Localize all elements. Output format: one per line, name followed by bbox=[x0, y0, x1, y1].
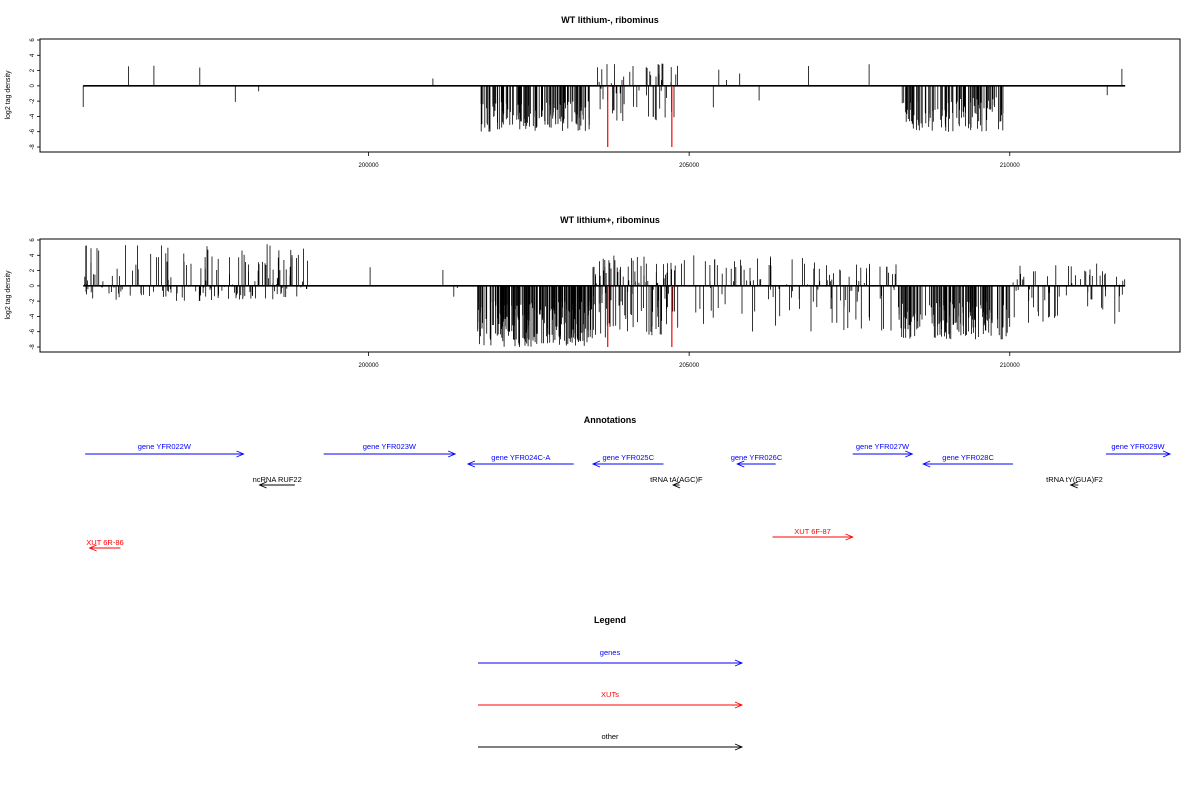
annotation-arrow-head bbox=[1162, 450, 1172, 458]
panel2-y-axis: 6 4 2 0 -2 -4 -6 -8 bbox=[30, 238, 40, 350]
annotation-label: gene YFR024C-A bbox=[491, 453, 550, 462]
x-tick-label: 205000 bbox=[679, 163, 700, 169]
panel2-y-axis-label: log2 tag density bbox=[5, 270, 12, 320]
y-tick-label: 0 bbox=[30, 84, 36, 88]
annotation-arrow-head bbox=[845, 533, 854, 541]
annotation-label: ncRNA RUF22 bbox=[253, 475, 302, 484]
x-tick-label: 210000 bbox=[1000, 363, 1021, 369]
x-tick-label: 210000 bbox=[1000, 163, 1021, 169]
panel-lithium-plus: WT lithium+, ribominus log2 tag density … bbox=[5, 215, 1181, 369]
annotation-label: gene YFR029W bbox=[1111, 442, 1165, 451]
annotation-arrow-head bbox=[466, 460, 476, 468]
annotation-feature: tRNA tY(GUA)F2 bbox=[1046, 475, 1103, 489]
panel1-x-axis: 200000 205000 210000 bbox=[359, 152, 1021, 169]
legend-label: other bbox=[601, 732, 619, 741]
panel1-title: WT lithium-, ribominus bbox=[561, 15, 659, 25]
legend-label: genes bbox=[600, 648, 621, 657]
legend-items: genes XUTs other bbox=[478, 648, 744, 751]
annotation-label: XUT 6R-86 bbox=[86, 538, 123, 547]
annotations-title: Annotations bbox=[584, 415, 637, 425]
legend-label: XUTs bbox=[601, 690, 619, 699]
panel1-bars bbox=[82, 63, 1123, 132]
panel1-frame bbox=[39, 38, 1181, 153]
annotation-feature: gene YFR024C-A bbox=[466, 453, 574, 468]
legend-arrow-head bbox=[734, 743, 744, 751]
y-tick-label: -6 bbox=[30, 128, 36, 134]
panel2-frame bbox=[39, 238, 1181, 353]
annotation-label: gene YFR027W bbox=[856, 442, 910, 451]
legend-arrow-head bbox=[734, 701, 744, 709]
annotation-arrow-head bbox=[922, 460, 931, 468]
y-tick-label: -4 bbox=[30, 113, 36, 119]
annotation-feature: XUT 6R-86 bbox=[86, 538, 124, 552]
annotation-arrow-head bbox=[88, 544, 97, 552]
annotation-feature: gene YFR025C bbox=[591, 453, 664, 468]
y-tick-label: 6 bbox=[30, 38, 36, 42]
x-tick-label: 205000 bbox=[679, 363, 700, 369]
annotation-arrow-head bbox=[258, 481, 267, 489]
annotation-arrow-head bbox=[447, 450, 457, 458]
y-tick-label: 0 bbox=[30, 284, 36, 288]
annotation-feature: gene YFR022W bbox=[85, 442, 245, 458]
annotation-label: gene YFR025C bbox=[602, 453, 654, 462]
annotation-feature: tRNA tA(AGC)F bbox=[650, 475, 703, 489]
annotation-feature: XUT 6F-87 bbox=[772, 527, 854, 541]
panel1-markers bbox=[607, 85, 673, 147]
y-tick-label: 2 bbox=[30, 268, 36, 272]
panel1-y-axis-label: log2 tag density bbox=[5, 70, 12, 120]
annotations-panel: Annotations gene YFR022W gene YFR023Wgene… bbox=[85, 415, 1172, 552]
panel2-x-axis: 200000 205000 210000 bbox=[359, 352, 1021, 369]
annotation-arrow-head bbox=[591, 460, 601, 468]
y-tick-label: 2 bbox=[30, 68, 36, 72]
legend-entry: other bbox=[478, 732, 744, 751]
y-tick-label: -2 bbox=[30, 98, 36, 104]
annotation-feature: gene YFR028C bbox=[922, 453, 1013, 468]
legend-entry: XUTs bbox=[478, 690, 744, 709]
y-tick-label: 6 bbox=[30, 238, 36, 242]
legend-entry: genes bbox=[478, 648, 744, 667]
annotation-label: gene YFR023W bbox=[363, 442, 417, 451]
annotation-label: gene YFR022W bbox=[138, 442, 192, 451]
panel1-y-axis: 6 4 2 0 -2 -4 -6 -8 bbox=[30, 38, 40, 150]
x-tick-label: 200000 bbox=[359, 163, 380, 169]
annotation-label: gene YFR028C bbox=[942, 453, 994, 462]
legend-title: Legend bbox=[594, 615, 626, 625]
y-tick-label: -2 bbox=[30, 298, 36, 304]
legend-panel: Legend genes XUTs other bbox=[478, 615, 744, 751]
annotation-label: tRNA tY(GUA)F2 bbox=[1046, 475, 1103, 484]
y-tick-label: -8 bbox=[30, 144, 36, 150]
x-tick-label: 200000 bbox=[359, 363, 380, 369]
panel2-bars bbox=[84, 244, 1126, 347]
annotation-label: gene YFR026C bbox=[731, 453, 783, 462]
annotation-arrow-head bbox=[671, 481, 681, 489]
annotation-arrow-head bbox=[905, 450, 914, 458]
annotation-items: gene YFR022W gene YFR023W gene YFR024C-A ge… bbox=[85, 442, 1172, 552]
annotation-feature: ncRNA RUF22 bbox=[253, 475, 302, 489]
legend-arrow-head bbox=[734, 659, 744, 667]
panel2-markers bbox=[607, 285, 673, 347]
annotation-label: tRNA tA(AGC)F bbox=[650, 475, 703, 484]
annotation-label: XUT 6F-87 bbox=[794, 527, 831, 536]
y-tick-label: -4 bbox=[30, 313, 36, 319]
annotation-feature: gene YFR029W bbox=[1105, 442, 1172, 458]
annotation-arrow-head bbox=[736, 460, 745, 468]
annotation-feature: gene YFR026C bbox=[731, 453, 783, 468]
y-tick-label: 4 bbox=[30, 53, 36, 57]
annotation-feature: gene YFR023W bbox=[323, 442, 457, 458]
panel2-title: WT lithium+, ribominus bbox=[560, 215, 660, 225]
y-tick-label: -8 bbox=[30, 344, 36, 350]
y-tick-label: 4 bbox=[30, 253, 36, 257]
annotation-arrow-head bbox=[236, 450, 245, 458]
panel-lithium-minus: WT lithium-, ribominus log2 tag density … bbox=[5, 15, 1181, 169]
y-tick-label: -6 bbox=[30, 328, 36, 334]
annotation-arrow-head bbox=[1069, 481, 1078, 489]
annotation-feature: gene YFR027W bbox=[852, 442, 914, 458]
